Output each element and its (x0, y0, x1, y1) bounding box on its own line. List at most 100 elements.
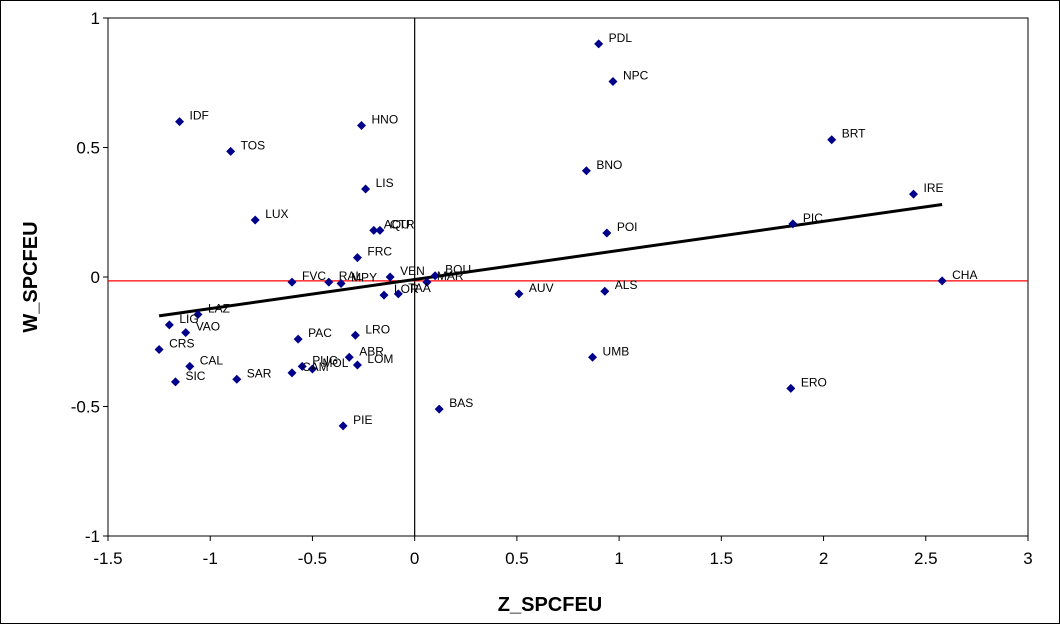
point-auv (514, 289, 524, 299)
point-label-sic: SIC (185, 369, 205, 383)
reference-lines (108, 18, 1028, 536)
point-ero (786, 383, 796, 393)
point-bou (430, 271, 440, 281)
point-label-aqu: AQU (384, 217, 410, 231)
point-lig (164, 320, 174, 330)
point-tos (226, 146, 236, 156)
point-npc (608, 76, 618, 86)
y-axis-title: W_SPCFEU (20, 221, 42, 332)
plot-area (107, 17, 1029, 537)
point-mol (307, 364, 317, 374)
point-label-cha: CHA (952, 268, 977, 282)
point-label-als: ALS (615, 278, 638, 292)
point-aqu (369, 225, 379, 235)
x-tick-label: 2 (819, 549, 828, 568)
point-label-mar: MAR (437, 269, 464, 283)
point-label-ero: ERO (801, 375, 827, 389)
point-cam (287, 368, 297, 378)
point-label-hno: HNO (372, 112, 399, 126)
point-idf (175, 117, 185, 127)
point-ven (385, 272, 395, 282)
y-axis-ticks: -1 -0.5 0 0.5 1 (71, 9, 108, 546)
point-cal (185, 361, 195, 371)
x-tick-label: 3 (1023, 549, 1032, 568)
point-label-lig: LIG (179, 312, 198, 326)
point-label-idf: IDF (190, 109, 209, 123)
point-lor (379, 290, 389, 300)
point-lux (250, 215, 260, 225)
point-label-laz: LAZ (208, 302, 230, 316)
point-label-frc: FRC (367, 245, 392, 259)
point-label-taa: TAA (408, 281, 430, 295)
point-cha (937, 276, 947, 286)
point-lis (361, 184, 371, 194)
point-label-ctr: CTR (390, 217, 415, 231)
point-ral (324, 277, 334, 287)
x-tick-label: -0.5 (298, 549, 327, 568)
point-bno (581, 166, 591, 176)
point-label-pug: PUG (312, 353, 338, 367)
y-tick-label: -1 (85, 527, 100, 546)
x-tick-label: 2.5 (914, 549, 938, 568)
point-mpy (336, 278, 346, 288)
point-vao (181, 328, 191, 338)
point-crs (154, 345, 164, 355)
point-label-ven: VEN (400, 264, 425, 278)
point-label-tos: TOS (241, 138, 265, 152)
y-tick-label: 0 (91, 268, 100, 287)
point-pug (297, 361, 307, 371)
point-label-bou: BOU (445, 263, 471, 277)
point-label-lis: LIS (376, 176, 394, 190)
point-label-lom: LOM (367, 352, 393, 366)
point-mar (422, 277, 432, 287)
point-label-bno: BNO (596, 158, 622, 172)
point-label-fvc: FVC (302, 269, 326, 283)
point-label-brt: BRT (842, 127, 866, 141)
point-label-auv: AUV (529, 281, 554, 295)
point-pic (788, 219, 798, 229)
point-label-lux: LUX (265, 207, 288, 221)
x-tick-label: -1.5 (93, 549, 122, 568)
point-label-ire: IRE (924, 181, 944, 195)
point-label-poi: POI (617, 220, 638, 234)
point-label-vao: VAO (196, 320, 220, 334)
point-abr (344, 352, 354, 362)
point-ire (909, 189, 919, 199)
point-label-mpy: MPY (351, 270, 377, 284)
x-tick-label: 0 (410, 549, 419, 568)
point-label-pdl: PDL (609, 31, 633, 45)
y-tick-label: -0.5 (71, 398, 100, 417)
point-label-crs: CRS (169, 337, 194, 351)
point-label-pie: PIE (353, 413, 372, 427)
point-label-mol: MOL (322, 356, 348, 370)
point-label-cal: CAL (200, 353, 224, 367)
y-tick-label: 0.5 (76, 139, 100, 158)
point-label-lro: LRO (365, 322, 390, 336)
point-sar (232, 374, 242, 384)
point-pac (293, 334, 303, 344)
point-taa (393, 289, 403, 299)
x-tick-label: -1 (203, 549, 218, 568)
point-fvc (287, 277, 297, 287)
point-umb (588, 352, 598, 362)
point-sic (170, 377, 180, 387)
point-pdl (594, 39, 604, 49)
y-tick-label: 1 (91, 9, 100, 28)
point-label-ral: RAL (339, 269, 363, 283)
point-bas (434, 404, 444, 414)
point-ctr (375, 225, 385, 235)
plot-border (107, 17, 1029, 537)
point-pie (338, 421, 348, 431)
regression-line (158, 202, 943, 318)
point-label-abr: ABR (359, 344, 384, 358)
point-frc (352, 253, 362, 263)
x-tick-label: 0.5 (505, 549, 529, 568)
x-tick-label: 1 (614, 549, 623, 568)
point-lro (350, 330, 360, 340)
x-tick-label: 1.5 (710, 549, 734, 568)
point-label-npc: NPC (623, 68, 649, 82)
trend-line (158, 202, 943, 318)
point-label-sar: SAR (247, 366, 272, 380)
